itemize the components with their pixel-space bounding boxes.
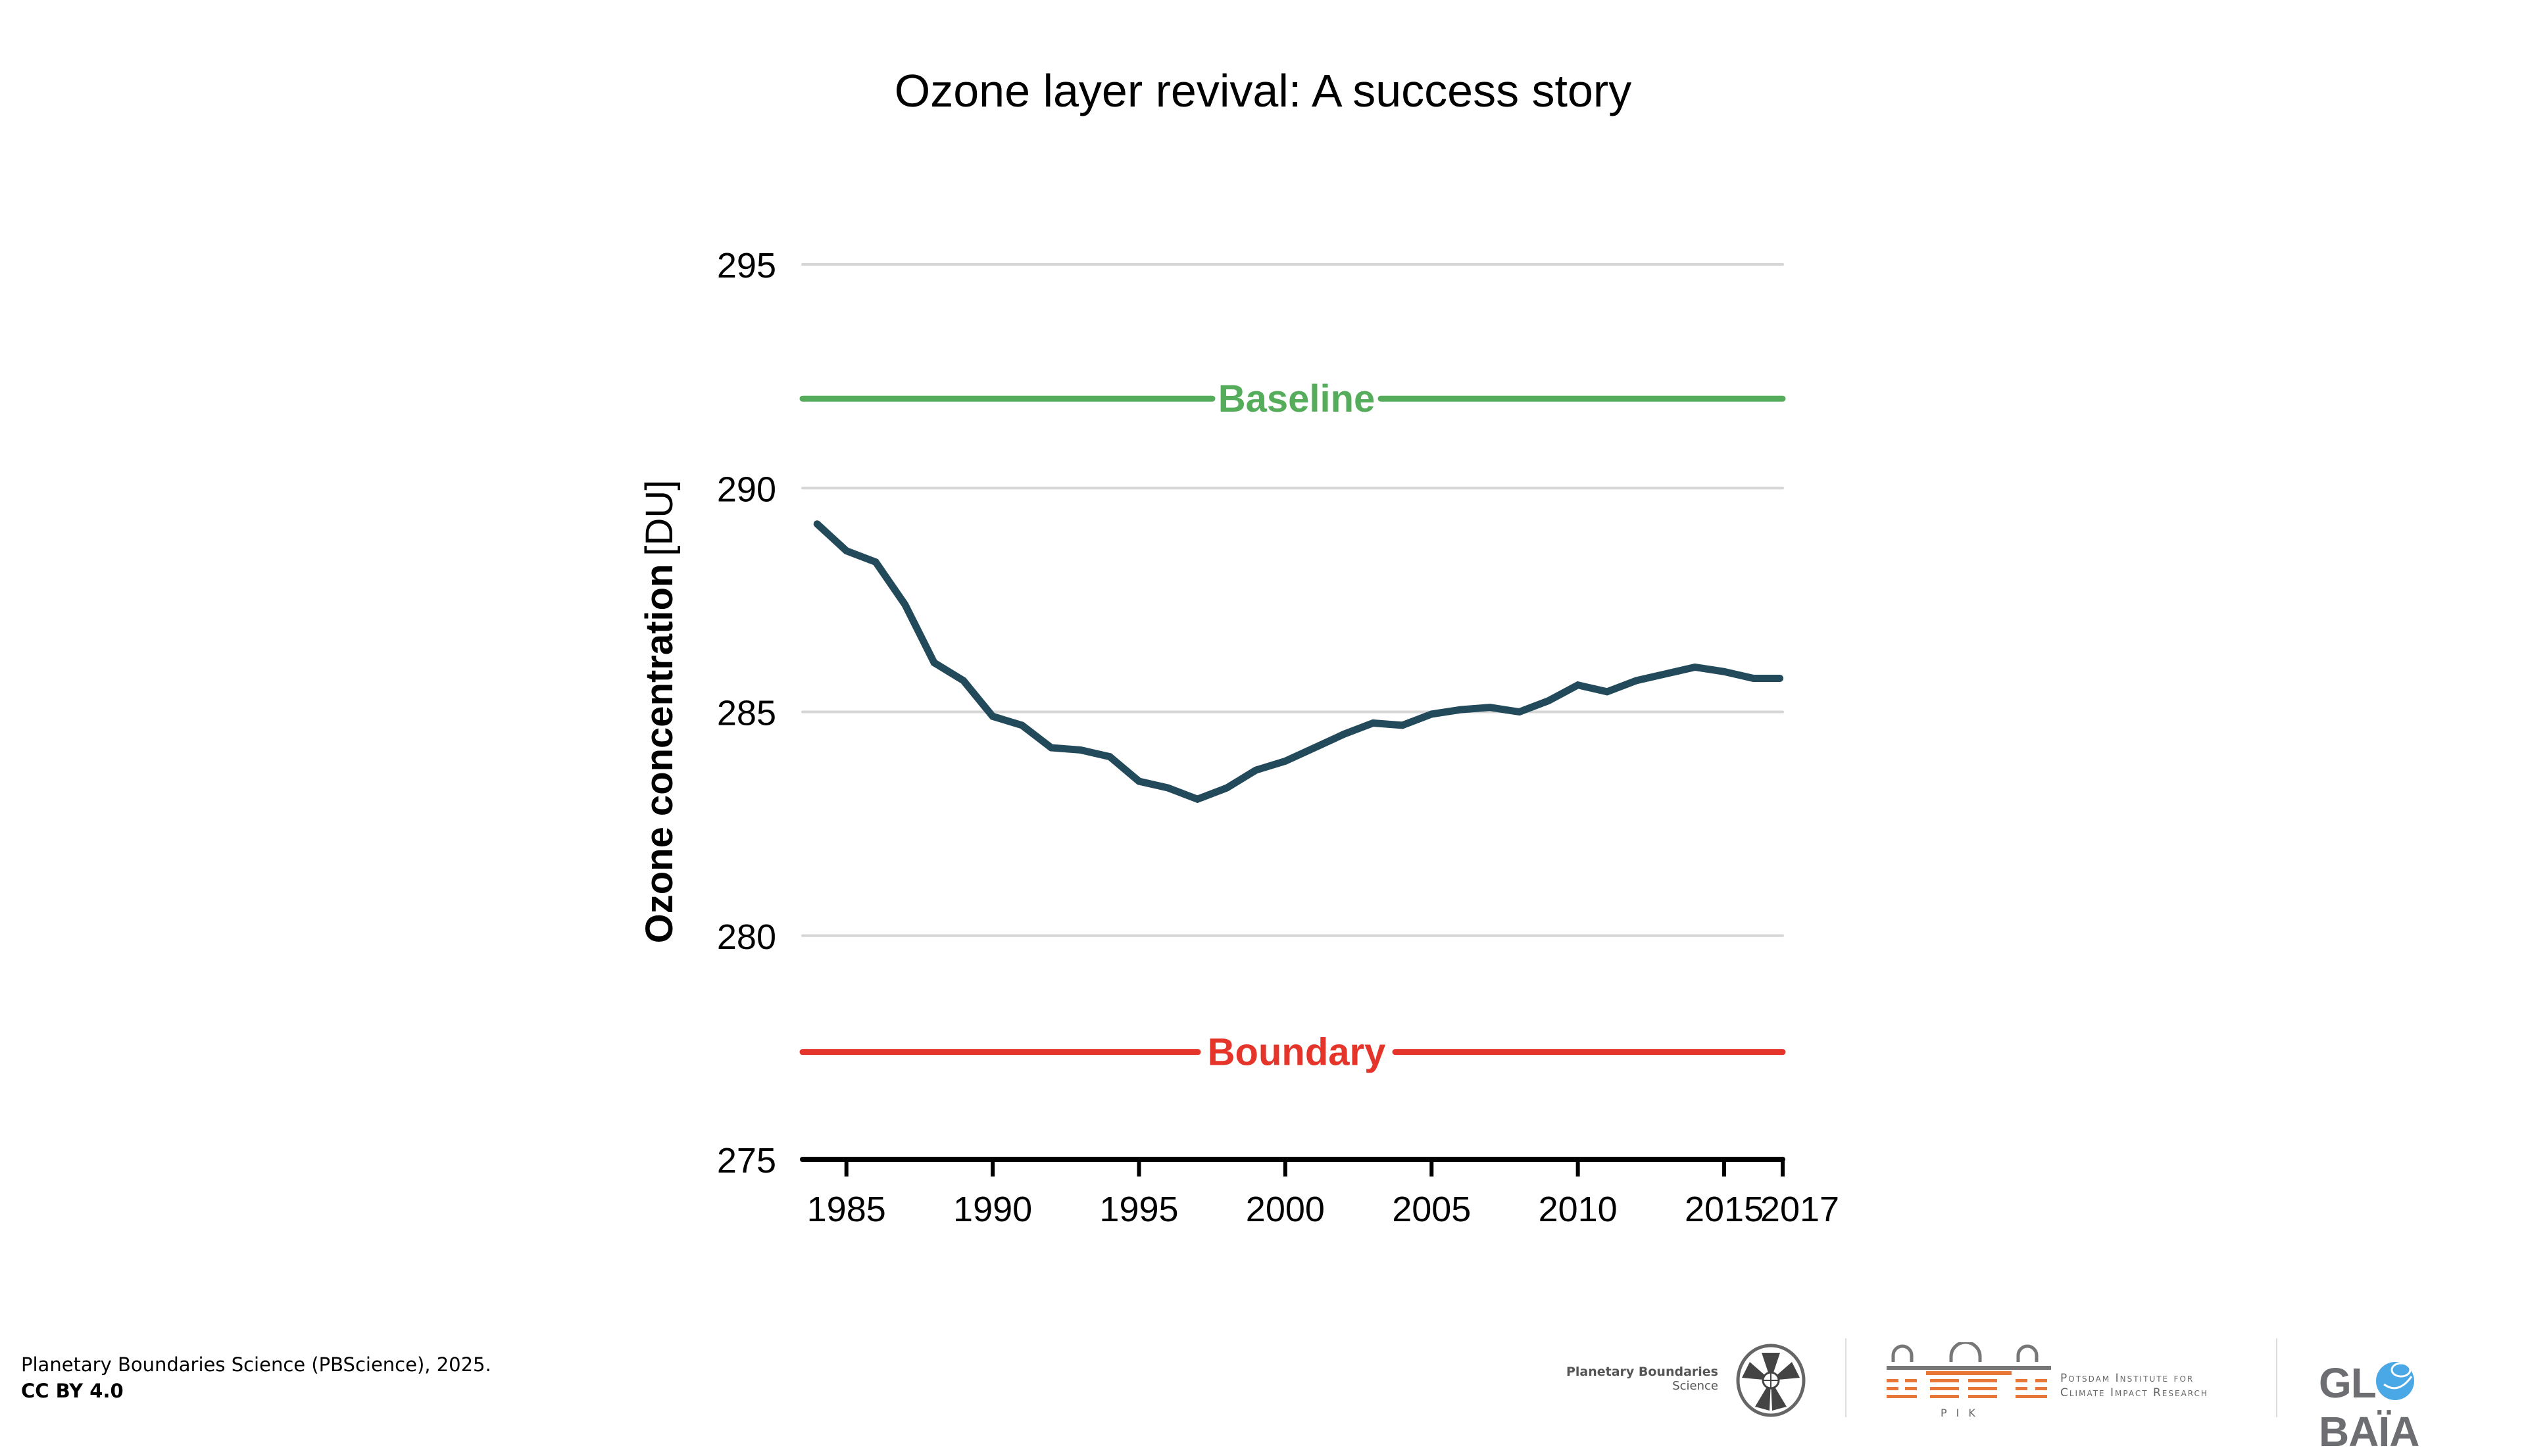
- y-tick-label: 295: [717, 246, 776, 285]
- globaia-logo: GLBAÏA: [2319, 1358, 2513, 1456]
- x-tick-label: 2015: [1685, 1190, 1764, 1229]
- y-axis-label-unit: [DU]: [638, 480, 681, 556]
- y-tick-label: 285: [717, 694, 776, 733]
- pik-letters: PIK: [1941, 1407, 1985, 1419]
- x-tick-label: 1985: [807, 1190, 886, 1229]
- credit-block: Planetary Boundaries Science (PBScience)…: [21, 1351, 491, 1404]
- credit-line-1: Planetary Boundaries Science (PBScience)…: [21, 1351, 491, 1378]
- logo-divider: [2276, 1338, 2277, 1417]
- x-tick-label: 2005: [1392, 1190, 1471, 1229]
- x-tick-label: 2010: [1539, 1190, 1618, 1229]
- pik-emblem-icon: [1887, 1342, 2051, 1405]
- x-tick-label: 1995: [1099, 1190, 1178, 1229]
- y-axis-label: Ozone concentration [DU]: [638, 480, 681, 944]
- logo-divider: [1845, 1338, 1846, 1417]
- boundary-label: Boundary: [1208, 1031, 1386, 1074]
- y-tick-label: 275: [717, 1141, 776, 1180]
- gridlines: [803, 264, 1783, 936]
- globaia-globe-icon: [2375, 1358, 2415, 1401]
- ozone-line-chart: Baseline Boundary 295 290 285 280 275 1985 1990…: [0, 0, 2526, 1420]
- pb-emblem-icon: [1735, 1344, 1806, 1417]
- credit-license: CC BY 4.0: [21, 1378, 491, 1404]
- pb-logo-line-2: Science: [1566, 1379, 1718, 1393]
- pik-logo-line-1: Potsdam Institute for: [2060, 1371, 2208, 1386]
- series-layer: [817, 524, 1780, 800]
- pb-logo-text: Planetary Boundaries Science: [1566, 1365, 1718, 1393]
- x-tick-label: 2017: [1760, 1190, 1839, 1229]
- y-tick-label: 290: [717, 470, 776, 509]
- globaia-logo-left: GL: [2319, 1359, 2376, 1407]
- pb-logo-line-1: Planetary Boundaries: [1566, 1365, 1718, 1379]
- pik-logo-line-2: Climate Impact Research: [2060, 1386, 2208, 1400]
- series-line-ozone: [817, 524, 1779, 799]
- x-tick-label: 2000: [1246, 1190, 1325, 1229]
- partner-logos: Planetary Boundaries Science: [1566, 1338, 2513, 1420]
- y-tick-label: 280: [717, 917, 776, 957]
- x-tick-label: 1990: [953, 1190, 1032, 1229]
- pik-logo-text: Potsdam Institute for Climate Impact Res…: [2060, 1371, 2208, 1400]
- y-axis-label-bold: Ozone concentration: [638, 564, 681, 944]
- globaia-logo-right: BAÏA: [2319, 1408, 2419, 1455]
- baseline-label: Baseline: [1218, 377, 1375, 420]
- reference-lines: Baseline Boundary: [803, 377, 1783, 1073]
